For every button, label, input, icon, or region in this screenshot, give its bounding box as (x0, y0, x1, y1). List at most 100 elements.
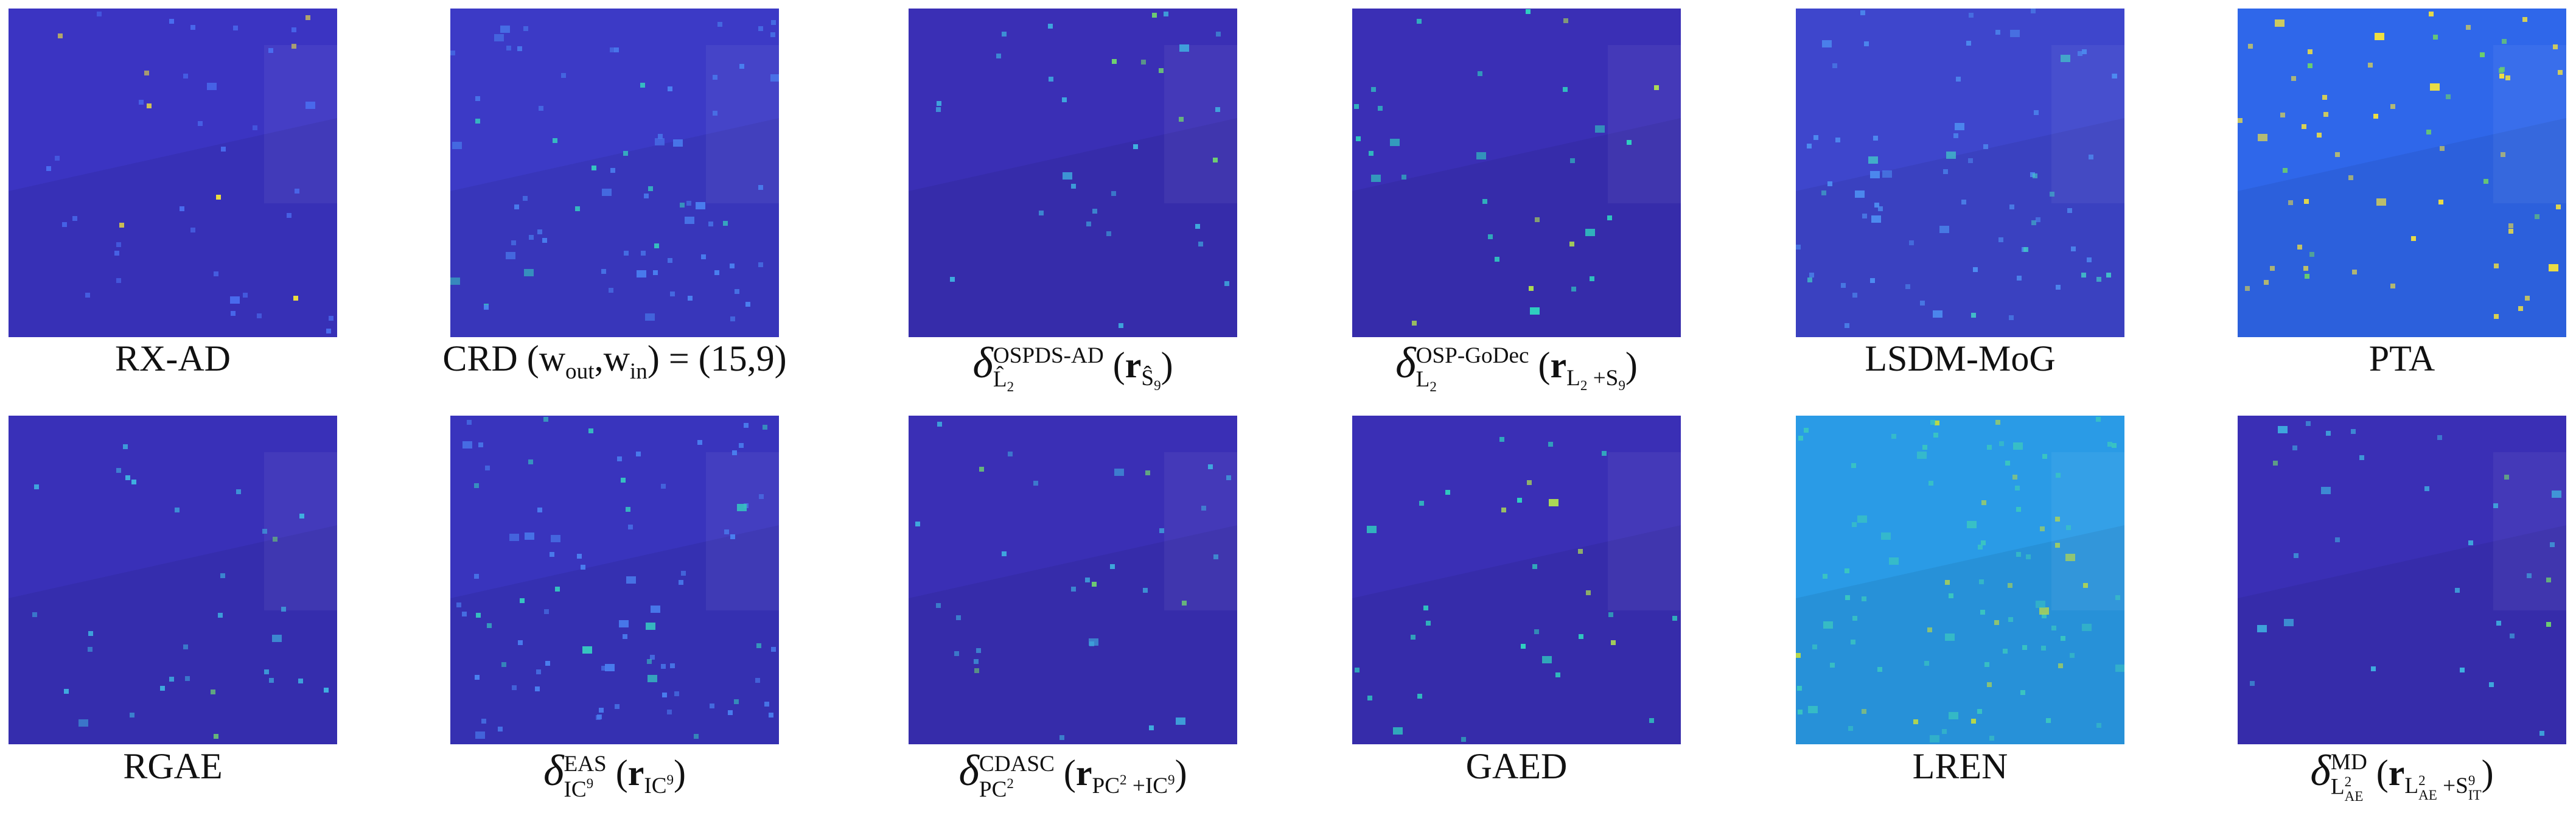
map-pixel (658, 134, 663, 139)
map-pixel (2493, 503, 2498, 508)
map-pixel (2036, 217, 2040, 222)
map-pixel (2496, 621, 2501, 626)
subscript: 2 (1007, 379, 1014, 394)
caption-text: EAS (564, 751, 607, 777)
map-pixel (756, 643, 761, 648)
map-pixel (2017, 276, 2022, 281)
caption-symbol: δ (972, 338, 993, 387)
subscript: out (565, 359, 595, 384)
map-pixel (1864, 41, 1869, 46)
map-pixel (599, 708, 604, 713)
map-pixel (1071, 587, 1076, 592)
map-pixel (2115, 665, 2124, 672)
map-pixel (198, 121, 203, 126)
map-pixel (1981, 500, 1986, 505)
map-pixel (125, 475, 130, 480)
map-pixel (487, 623, 492, 628)
map-pixel (1857, 515, 1867, 523)
map-pixel (2056, 473, 2061, 478)
stacked-script: OSP-GoDec L2 (1416, 344, 1529, 394)
map-pixel (2070, 653, 2075, 658)
map-pixel (1807, 144, 1812, 148)
map-pixel (2292, 445, 2297, 450)
map-pixel (481, 719, 486, 724)
caption-text: GAED (1465, 746, 1568, 786)
map-pixel (936, 603, 941, 608)
map-pixel (619, 620, 629, 627)
map-pixel (614, 47, 619, 52)
map-pixel (2480, 52, 2485, 57)
map-pixel (2112, 443, 2117, 448)
panel: δ MD L 2 AE (rL 2 AE +S 9 IT) (2238, 416, 2566, 803)
map-pixel (305, 102, 315, 109)
map-pixel (2553, 44, 2558, 49)
map-pixel (1917, 452, 1927, 459)
map-pixel (758, 262, 763, 267)
map-pixel (1852, 293, 1857, 298)
caption-text: 9 (1168, 772, 1175, 788)
map-pixel (1532, 564, 1537, 569)
map-pixel (1971, 313, 1976, 318)
map-pixel (450, 51, 455, 55)
map-pixel (1216, 32, 1221, 37)
map-pixel (1977, 709, 1982, 714)
map-pixel (1870, 171, 1880, 178)
map-background (9, 416, 337, 744)
map-pixel (1930, 420, 1935, 425)
caption-text: L̂ (993, 367, 1007, 393)
map-pixel (1813, 135, 1818, 140)
map-pixel (582, 646, 592, 654)
map-pixel (175, 508, 180, 512)
map-pixel (1119, 323, 1123, 328)
map-pixel (626, 507, 630, 512)
map-building (706, 452, 779, 610)
map-pixel (1845, 323, 1849, 328)
caption-text: L (1415, 367, 1430, 393)
map-pixel (2257, 625, 2267, 632)
map-pixel (2525, 296, 2530, 301)
caption-symbol: r (627, 753, 644, 793)
map-pixel (2489, 682, 2494, 687)
map-pixel (2283, 168, 2288, 173)
caption-text: 9 (666, 772, 674, 788)
map-pixel (581, 565, 585, 570)
map-pixel (211, 690, 215, 694)
map-pixel (506, 252, 515, 259)
caption: RGAE (0, 745, 435, 787)
map-pixel (641, 251, 646, 256)
map-pixel (1063, 172, 1072, 180)
map-pixel (517, 46, 522, 51)
map-pixel (679, 580, 683, 585)
map-pixel (2112, 74, 2117, 79)
map-pixel (88, 647, 92, 652)
map-pixel (2429, 12, 2434, 16)
map-pixel (501, 662, 506, 667)
map-pixel (1999, 441, 2004, 446)
map-pixel (626, 576, 636, 584)
map-pixel (1198, 242, 1203, 246)
map-pixel (1808, 706, 1818, 713)
map-pixel (2527, 573, 2532, 578)
map-pixel (528, 459, 533, 464)
map-pixel (2518, 306, 2523, 311)
map-pixel (1176, 718, 1185, 725)
map-pixel (621, 478, 626, 483)
map-pixel (1862, 214, 1867, 218)
map-region (2238, 118, 2566, 337)
map-pixel (2455, 588, 2460, 593)
map-pixel (1412, 321, 1417, 326)
map-pixel (1369, 151, 1374, 156)
caption-text: MD (2330, 749, 2367, 775)
map-pixel (268, 48, 273, 53)
map-pixel (1848, 726, 1853, 731)
map-pixel (2051, 626, 2056, 630)
sub-row: IC9 (564, 776, 606, 801)
map-pixel (116, 242, 121, 247)
map-pixel (1860, 10, 1865, 15)
map-pixel (2258, 134, 2267, 141)
map-pixel (1851, 463, 1856, 468)
map-pixel (1419, 501, 1424, 506)
map-pixel (694, 734, 699, 739)
map-pixel (770, 74, 779, 82)
map-pixel (475, 731, 485, 739)
